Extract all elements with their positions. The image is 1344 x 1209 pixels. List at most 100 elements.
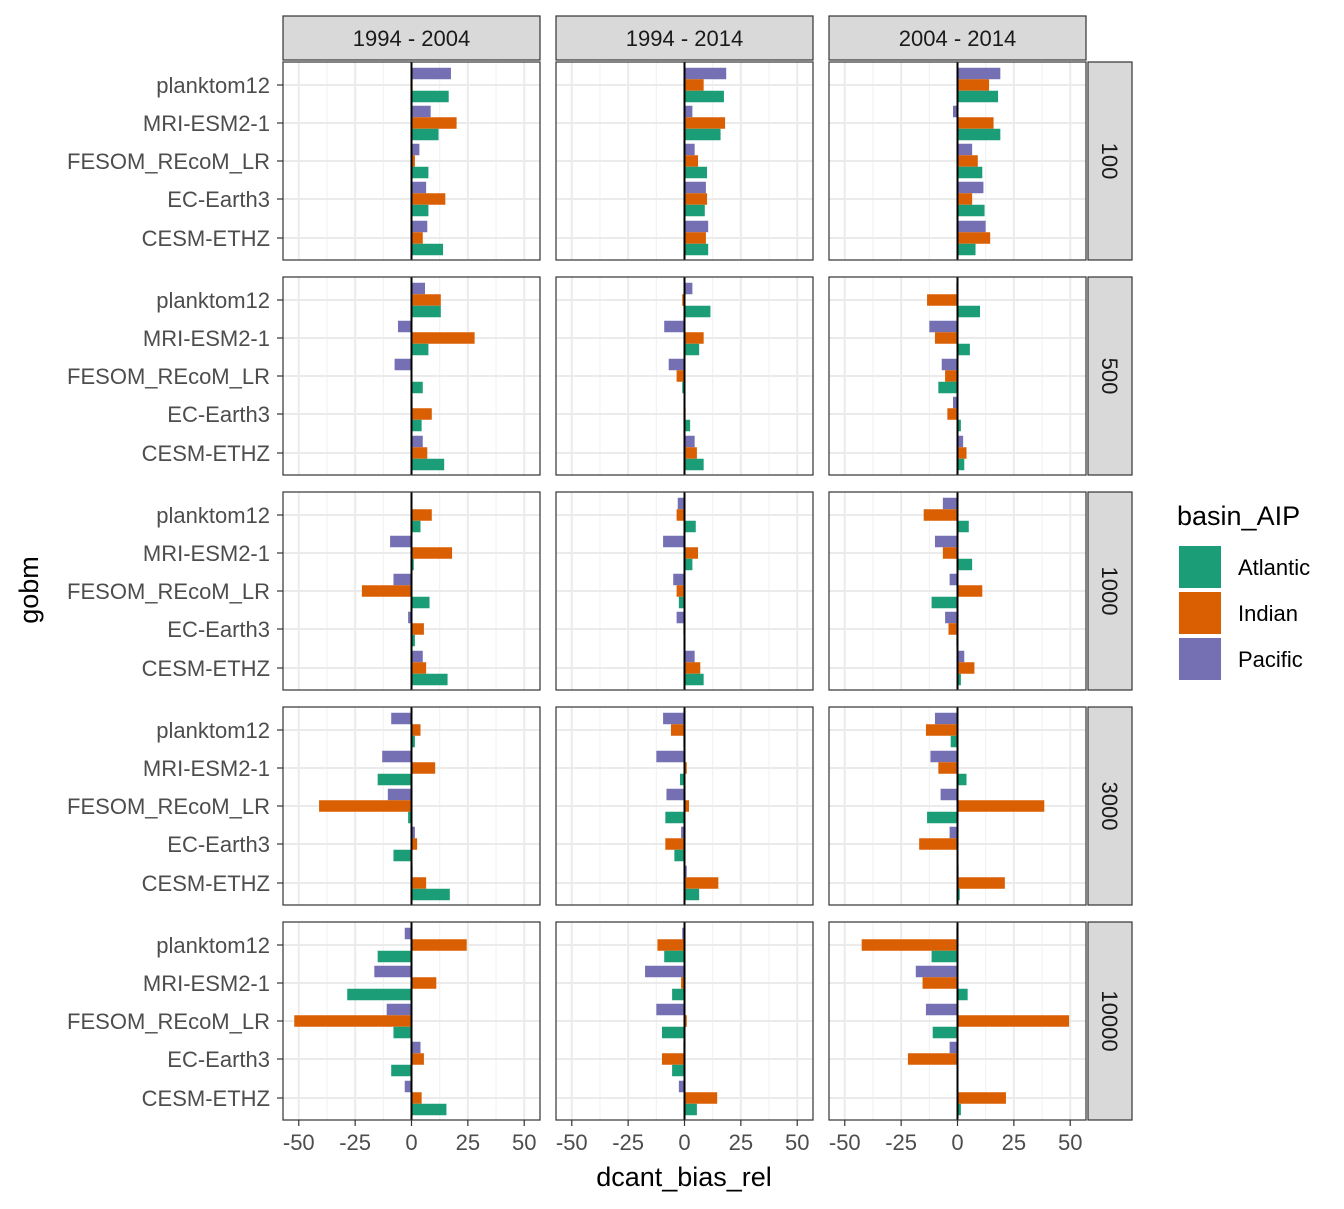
bar-pacific: [684, 220, 709, 233]
bar-pacific: [949, 826, 958, 839]
bar-pacific: [411, 650, 423, 663]
bar-indian: [411, 877, 427, 889]
bar-indian: [919, 838, 958, 850]
bar-atlantic: [377, 950, 412, 963]
bar-indian: [942, 547, 958, 559]
bar-indian: [684, 662, 701, 674]
bar-indian: [922, 977, 958, 989]
y-tick-label: FESOM_REcoM_LR: [67, 149, 270, 174]
bar-indian: [676, 509, 685, 521]
bar-atlantic: [411, 419, 422, 432]
bar-pacific: [678, 1080, 685, 1093]
bar-atlantic: [411, 596, 430, 609]
bar-pacific: [934, 712, 958, 725]
bar-pacific: [952, 396, 958, 409]
y-tick-label: MRI-ESM2-1: [143, 971, 270, 996]
panel-border: [828, 491, 1087, 691]
bar-indian: [684, 447, 697, 459]
y-tick-label: FESOM_REcoM_LR: [67, 364, 270, 389]
bar-atlantic: [411, 1103, 447, 1116]
bar-pacific: [684, 143, 695, 156]
bar-atlantic: [957, 673, 961, 686]
bar-atlantic: [391, 1064, 412, 1077]
bar-indian: [957, 155, 978, 167]
bar-atlantic: [931, 950, 958, 963]
bar-atlantic: [678, 596, 685, 609]
bar-atlantic: [411, 458, 445, 471]
bar-pacific: [666, 788, 685, 801]
bar-atlantic: [377, 773, 412, 786]
bar-pacific: [957, 650, 965, 663]
y-axis-title: gobm: [14, 556, 44, 624]
bar-pacific: [394, 358, 412, 371]
legend-key-indian: [1179, 592, 1221, 634]
y-tick-label: MRI-ESM2-1: [143, 326, 270, 351]
bar-indian: [411, 547, 453, 559]
bar-pacific: [676, 611, 685, 624]
bar-indian: [957, 79, 990, 91]
x-tick-label: -50: [829, 1130, 861, 1155]
y-tick-label: EC-Earth3: [167, 402, 270, 427]
bar-atlantic: [411, 343, 429, 356]
x-tick-label: 50: [785, 1130, 809, 1155]
bar-indian: [684, 800, 690, 812]
bar-atlantic: [684, 343, 700, 356]
bar-indian: [957, 1015, 1070, 1027]
bar-indian: [957, 877, 1005, 889]
bar-atlantic: [957, 204, 985, 217]
bar-indian: [945, 370, 958, 382]
y-axis-tick-labels: planktom12 MRI-ESM2-1 FESOM_REcoM_LR EC-Ear…: [67, 73, 283, 1111]
bar-pacific: [957, 143, 973, 156]
panel-500-col2: [555, 276, 814, 476]
bar-atlantic: [931, 596, 958, 609]
bar-indian: [411, 509, 432, 521]
bar-atlantic: [684, 520, 696, 533]
bar-atlantic: [411, 888, 450, 901]
bar-atlantic: [957, 773, 967, 786]
bar-indian: [957, 193, 973, 205]
bar-pacific: [957, 435, 964, 448]
y-tick-label: planktom12: [156, 933, 270, 958]
bar-indian: [947, 408, 958, 420]
bar-indian: [684, 1092, 718, 1104]
panel-10000-col3: [828, 921, 1087, 1121]
legend-title: basin_AIP: [1177, 501, 1300, 531]
bar-atlantic: [672, 988, 685, 1001]
bar-indian: [957, 662, 975, 674]
row-strip: [1087, 276, 1133, 476]
bar-atlantic: [938, 381, 958, 394]
bar-pacific: [949, 1041, 958, 1054]
bar-pacific: [411, 105, 431, 118]
bar-pacific: [930, 750, 958, 763]
y-tick-label: CESM-ETHZ: [142, 656, 270, 681]
panel-10000-col1: [282, 921, 541, 1121]
bar-pacific: [957, 220, 986, 233]
bar-atlantic: [957, 90, 999, 103]
panels: [282, 61, 1087, 1121]
bar-atlantic: [957, 305, 981, 318]
bar-pacific: [684, 282, 693, 295]
bar-atlantic: [411, 204, 429, 217]
bar-indian: [661, 1053, 685, 1065]
y-tick-label: MRI-ESM2-1: [143, 756, 270, 781]
legend-label: Pacific: [1238, 647, 1303, 672]
legend-key-atlantic: [1179, 546, 1221, 588]
x-tick-label: 25: [729, 1130, 753, 1155]
panel-500-col3: [828, 276, 1087, 476]
bar-pacific: [684, 435, 695, 448]
bar-pacific: [668, 358, 685, 371]
bar-pacific: [411, 1041, 421, 1054]
bar-pacific: [411, 826, 415, 839]
panel-1000-col3: [828, 491, 1087, 691]
panel-1000-col1: [282, 491, 541, 691]
bar-indian: [684, 547, 699, 559]
legend-key-pacific: [1179, 638, 1221, 680]
bar-indian: [923, 509, 958, 521]
row-strip-label: 500: [1097, 358, 1122, 395]
bar-atlantic: [684, 128, 721, 141]
bar-atlantic: [684, 419, 691, 432]
bar-pacific: [404, 927, 412, 940]
bar-atlantic: [408, 811, 412, 824]
panel-border: [555, 706, 814, 906]
y-tick-label: planktom12: [156, 503, 270, 528]
